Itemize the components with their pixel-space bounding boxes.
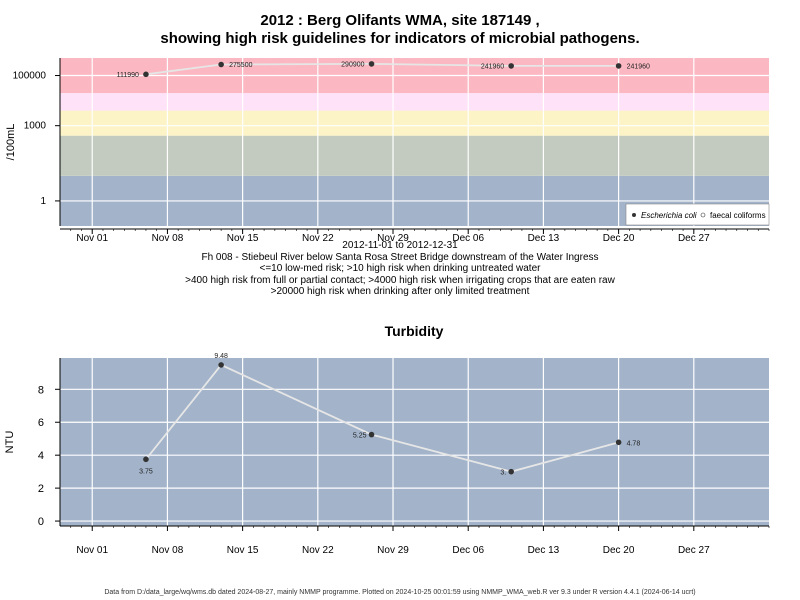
ecoli-data-label: 275500 <box>229 62 252 69</box>
legend-label-faecal: faecal coliforms <box>710 211 766 220</box>
ecoli-data-label: 290900 <box>341 61 364 68</box>
chart1-y-axis-label: /100mL <box>5 124 17 161</box>
chart2-y-tick-label: 2 <box>38 483 44 495</box>
chart2-x-tick-label: Nov 01 <box>76 545 108 556</box>
chart2-y-tick-label: 8 <box>38 384 44 396</box>
turbidity-data-label: 5.25 <box>353 433 367 440</box>
chart2-y-axis-label: NTU <box>4 431 16 454</box>
chart1-title-line1: 2012 : Berg Olifants WMA, site 187149 , <box>260 12 540 29</box>
chart1-y-tick-label: 1 <box>40 196 46 207</box>
turbidity-point <box>615 439 622 446</box>
chart1-x-tick-label: Dec 20 <box>603 233 635 244</box>
chart2-y-tick-label: 4 <box>38 450 44 462</box>
chart1-x-tick-label: Dec 06 <box>452 233 484 244</box>
footer-note: Data from D:/data_large/wq/wms.db dated … <box>104 589 696 596</box>
chart1-title-line2: showing high risk guidelines for indicat… <box>160 30 640 47</box>
chart1-y-tick-label: 1000 <box>24 121 47 132</box>
turbidity-point <box>143 456 149 463</box>
risk-band <box>60 93 769 111</box>
turbidity-point <box>368 431 375 438</box>
turbidity-point <box>508 468 514 475</box>
legend-marker-ecoli <box>632 213 636 217</box>
chart1-x-tick-label: Nov 22 <box>302 233 334 244</box>
chart1-x-tick-label: Nov 29 <box>377 233 409 244</box>
chart1-subtitle: 2012-11-01 to 2012-12-31 Fh 008 - Stiebe… <box>0 240 800 298</box>
ecoli-data-label: 111990 <box>117 72 139 79</box>
chart2-y-tick-label: 0 <box>38 516 44 528</box>
chart1-x-tick-label: Dec 27 <box>678 233 710 244</box>
ecoli-point <box>143 71 149 78</box>
chart2-x-tick-label: Dec 06 <box>452 545 484 556</box>
chart2-x-tick-label: Nov 29 <box>377 545 409 556</box>
chart2-x-tick-label: Dec 13 <box>528 545 560 556</box>
chart1-y-tick-label: 100000 <box>13 71 47 82</box>
date-range: 2012-11-01 to 2012-12-31 <box>342 240 458 251</box>
legend-label-ecoli: Escherichia coli <box>641 211 697 220</box>
chart1-x-tick-label: Nov 08 <box>152 233 184 244</box>
turbidity-data-label: 4.78 <box>627 440 641 447</box>
guideline-line-1: <=10 low-med risk; >10 high risk when dr… <box>259 263 541 275</box>
ecoli-data-label: 241960 <box>481 63 504 70</box>
chart1-legend: Escherichia coli faecal coliforms <box>625 203 770 226</box>
chart2-y-tick-label: 6 <box>38 417 44 429</box>
chart2-title: Turbidity <box>385 323 444 339</box>
ecoli-point <box>368 61 375 67</box>
guideline-line-2: >400 high risk from full or partial cont… <box>185 274 615 286</box>
chart2-x-tick-label: Nov 22 <box>302 545 334 556</box>
chart1-x-tick-label: Nov 01 <box>76 233 108 244</box>
chart2-x-tick-label: Dec 20 <box>603 545 635 556</box>
risk-band <box>60 135 769 176</box>
turbidity-point <box>218 362 224 368</box>
turbidity-data-label: 3. <box>500 470 506 477</box>
chart2-plot-area <box>60 358 769 526</box>
risk-band <box>60 110 769 136</box>
legend-box <box>625 203 770 226</box>
ecoli-point <box>615 63 622 69</box>
ecoli-point <box>218 61 224 68</box>
guideline-line-3: >20000 high risk when drinking after onl… <box>270 286 530 298</box>
chart2-x-tick-label: Nov 15 <box>227 545 259 556</box>
chart2-x-tick-label: Dec 27 <box>678 545 710 556</box>
site-description: Fh 008 - Stiebeul River below Santa Rosa… <box>201 251 599 263</box>
legend-marker-faecal <box>700 212 706 218</box>
chart2-x-tick-label: Nov 08 <box>152 545 184 556</box>
turbidity-data-label: 3.75 <box>139 468 153 475</box>
chart1-x-tick-label: Dec 13 <box>528 233 560 244</box>
ecoli-data-label: 241960 <box>627 63 650 70</box>
turbidity-data-label: 9.48 <box>214 353 228 360</box>
ecoli-point <box>508 63 514 69</box>
chart1-x-tick-label: Nov 15 <box>227 233 259 244</box>
